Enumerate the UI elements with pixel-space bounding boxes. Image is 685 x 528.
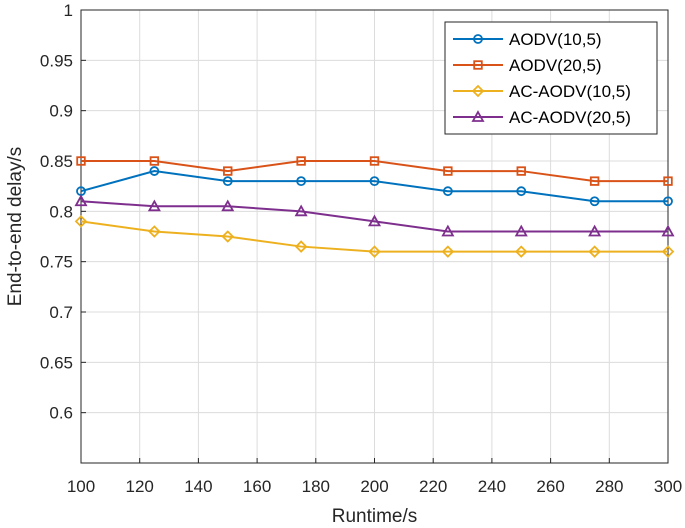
x-tick-label: 180	[302, 477, 330, 496]
data-point	[147, 199, 161, 212]
y-tick-label: 0.8	[49, 202, 73, 221]
data-point	[296, 176, 307, 187]
legend: AODV(10,5) AODV(20,5) AC-AODV(10,5) AC-AODV…	[444, 21, 658, 135]
data-point	[442, 186, 453, 197]
data-point	[149, 166, 160, 176]
data-point	[294, 240, 308, 253]
data-point	[369, 176, 380, 187]
x-tick-label: 300	[654, 477, 682, 496]
legend-item: AODV(20,5)	[453, 56, 602, 75]
data-point	[74, 194, 88, 207]
data-point	[222, 176, 233, 187]
x-tick-label: 100	[67, 477, 95, 496]
data-point	[74, 215, 88, 228]
series-line	[81, 160, 668, 183]
data-point	[296, 156, 306, 166]
series-line	[80, 200, 668, 233]
data-point	[441, 245, 455, 258]
data-point	[663, 196, 673, 207]
legend-marker	[471, 84, 485, 98]
series-line	[80, 170, 668, 203]
data-point	[514, 224, 528, 237]
x-axis-label: Runtime/s	[332, 506, 418, 527]
data-point	[663, 176, 673, 186]
series-line	[80, 220, 668, 253]
legend-label: AODV(20,5)	[509, 56, 602, 75]
x-tick-label: 260	[536, 477, 564, 496]
data-point	[149, 156, 160, 166]
data-point	[368, 245, 381, 258]
data-point	[221, 230, 235, 243]
legend-marker	[473, 34, 483, 44]
y-axis-ticks: 0.6 0.65 0.7 0.75 0.8 0.85 0.9 0.95 1	[40, 1, 86, 423]
series-ac-aodv-20-5	[74, 194, 675, 237]
data-point	[588, 245, 601, 258]
x-tick-label: 280	[595, 477, 623, 496]
series-ac-aodv-10-5	[74, 215, 675, 258]
legend-marker	[473, 60, 483, 70]
data-point	[661, 245, 675, 258]
data-point	[588, 224, 602, 237]
legend-label: AC-AODV(20,5)	[509, 108, 631, 127]
x-tick-label: 120	[126, 477, 154, 496]
y-tick-label: 0.7	[49, 303, 73, 322]
data-point	[661, 224, 675, 237]
legend-item: AODV(10,5)	[453, 30, 602, 49]
x-tick-label: 200	[360, 477, 388, 496]
data-point	[589, 176, 600, 186]
data-point	[443, 166, 453, 176]
y-tick-label: 0.75	[40, 253, 73, 272]
legend-label: AC-AODV(10,5)	[509, 82, 631, 101]
legend-label: AODV(10,5)	[509, 30, 602, 49]
data-point	[369, 156, 380, 166]
data-point	[441, 224, 455, 237]
series-group	[74, 156, 675, 258]
legend-marker	[471, 110, 485, 122]
data-point	[294, 204, 308, 217]
x-axis-ticks: 100 120 140 160 180 200 220 240 260 280 300	[67, 458, 682, 496]
y-tick-label: 0.6	[49, 404, 73, 423]
y-tick-label: 1	[64, 1, 73, 20]
data-point	[148, 225, 161, 238]
series-aodv-20-5	[76, 156, 673, 186]
data-point	[76, 156, 86, 166]
data-point	[589, 196, 600, 207]
y-axis-label: End-to-end delay/s	[5, 147, 26, 307]
y-tick-label: 0.95	[40, 51, 73, 70]
y-tick-label: 0.85	[40, 152, 73, 171]
y-tick-label: 0.9	[49, 102, 73, 121]
x-tick-label: 220	[419, 477, 447, 496]
y-tick-label: 0.65	[40, 353, 73, 372]
data-point	[221, 199, 235, 212]
x-tick-label: 140	[184, 477, 212, 496]
data-point	[516, 166, 526, 176]
data-point	[516, 186, 527, 197]
data-point	[223, 166, 233, 176]
x-tick-label: 160	[243, 477, 271, 496]
x-tick-label: 240	[478, 477, 506, 496]
legend-item: AC-AODV(20,5)	[453, 108, 631, 127]
series-aodv-10-5	[76, 166, 673, 207]
legend-item: AC-AODV(10,5)	[453, 82, 631, 101]
data-point	[514, 245, 528, 258]
data-point	[367, 214, 382, 227]
